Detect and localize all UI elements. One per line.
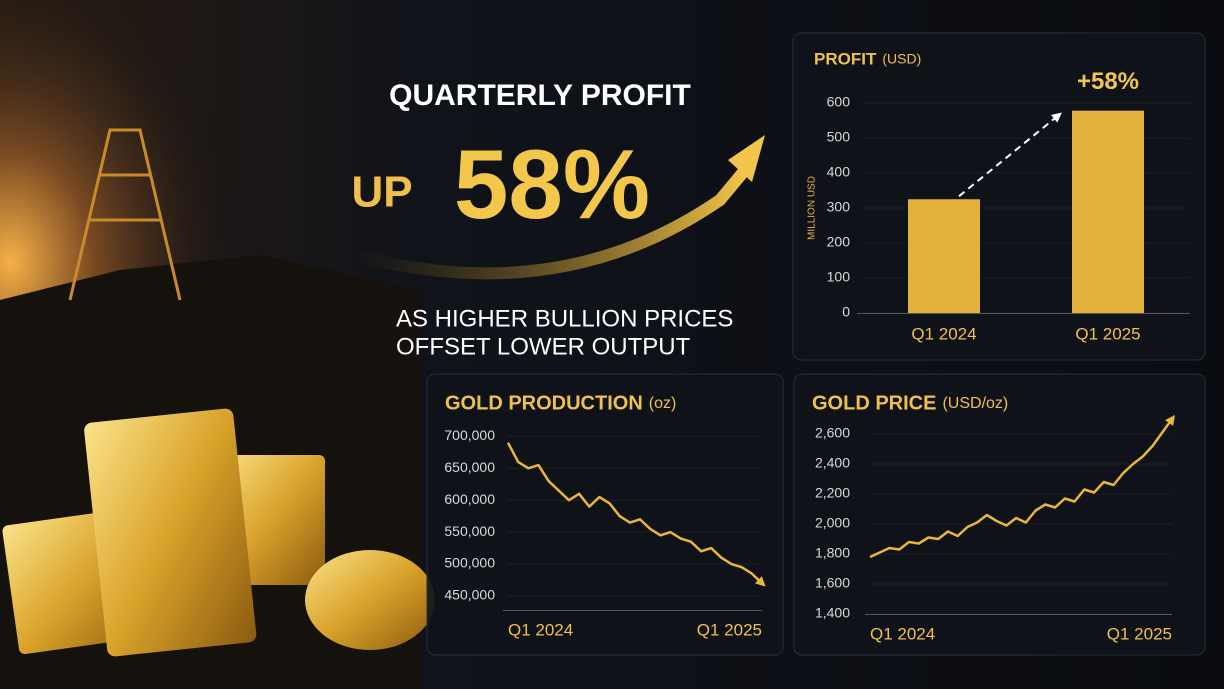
y-tick-label: 1,400 — [815, 605, 850, 621]
headline-arrow — [349, 164, 751, 280]
chart-title: GOLD PRODUCTION — [445, 392, 643, 414]
y-tick-label: 0 — [842, 304, 850, 320]
headline-arrowhead — [728, 135, 765, 182]
y-tick-label: 100 — [827, 269, 851, 285]
gold-bars — [2, 408, 435, 657]
y-tick-label: 2,000 — [815, 515, 850, 531]
y-tick-label: 600,000 — [444, 491, 495, 507]
panel — [426, 373, 784, 656]
panel — [793, 373, 1206, 656]
y-tick-label: 2,400 — [815, 455, 850, 471]
x-tick-label: Q1 2024 — [870, 624, 935, 643]
x-tick-label: Q1 2024 — [911, 324, 976, 343]
line — [869, 414, 1175, 559]
chart-panel: GOLD PRICE (USD/oz) 1,400 1,600 1,800 2,000 2,… — [793, 373, 1206, 656]
gold-bar — [84, 408, 257, 657]
y-tick-label: 600 — [827, 94, 851, 110]
headline-subtitle: OFFSET LOWER OUTPUT — [396, 333, 691, 360]
y-tick-label: 500 — [827, 129, 851, 145]
bar — [908, 199, 980, 313]
y-tick-label: 200 — [827, 234, 851, 250]
headline-title: QUARTERLY PROFIT — [389, 79, 691, 112]
y-tick-label: 650,000 — [444, 459, 495, 475]
headline: QUARTERLY PROFIT UP 58% AS HIGHER BULLIO… — [349, 79, 765, 360]
x-tick-label: Q1 2025 — [1075, 324, 1140, 343]
y-tick-label: 450,000 — [444, 587, 495, 603]
bar — [1072, 110, 1144, 313]
y-axis-label: MILLION USD — [807, 176, 818, 240]
y-tick-label: 400 — [827, 164, 851, 180]
y-tick-label: 550,000 — [444, 523, 495, 539]
headline-prefix: UP — [351, 168, 412, 217]
y-tick-label: 2,600 — [815, 425, 850, 441]
headline-figure: 58% — [454, 129, 650, 239]
y-tick-label: 1,800 — [815, 545, 850, 561]
y-tick-label: 300 — [827, 199, 851, 215]
headline-subtitle: AS HIGHER BULLION PRICES — [396, 305, 733, 332]
y-tick-label: 500,000 — [444, 555, 495, 571]
line — [506, 442, 766, 587]
chart-panel: PROFIT (USD) 0 100 200 300 400 500 600 MILLION US… — [792, 32, 1206, 361]
chart-subtitle: (USD/oz) — [942, 395, 1008, 412]
y-tick-label: 1,600 — [815, 575, 850, 591]
chart-title: PROFIT — [814, 49, 877, 68]
chart-title: GOLD PRICE — [812, 392, 936, 414]
chart-subtitle: (oz) — [649, 395, 677, 412]
x-tick-label: Q1 2024 — [508, 620, 573, 639]
chart-panel: GOLD PRODUCTION (oz) 450,000 500,000 550,000… — [426, 373, 784, 656]
x-tick-label: Q1 2025 — [697, 620, 762, 639]
chart-subtitle: (USD) — [882, 51, 921, 67]
trend-arrow — [958, 112, 1062, 198]
annotation: +58% — [1077, 68, 1139, 95]
headframe — [68, 128, 182, 301]
y-tick-label: 2,200 — [815, 485, 850, 501]
y-tick-label: 700,000 — [444, 427, 495, 443]
gold-nugget — [305, 550, 435, 650]
x-tick-label: Q1 2025 — [1107, 624, 1172, 643]
